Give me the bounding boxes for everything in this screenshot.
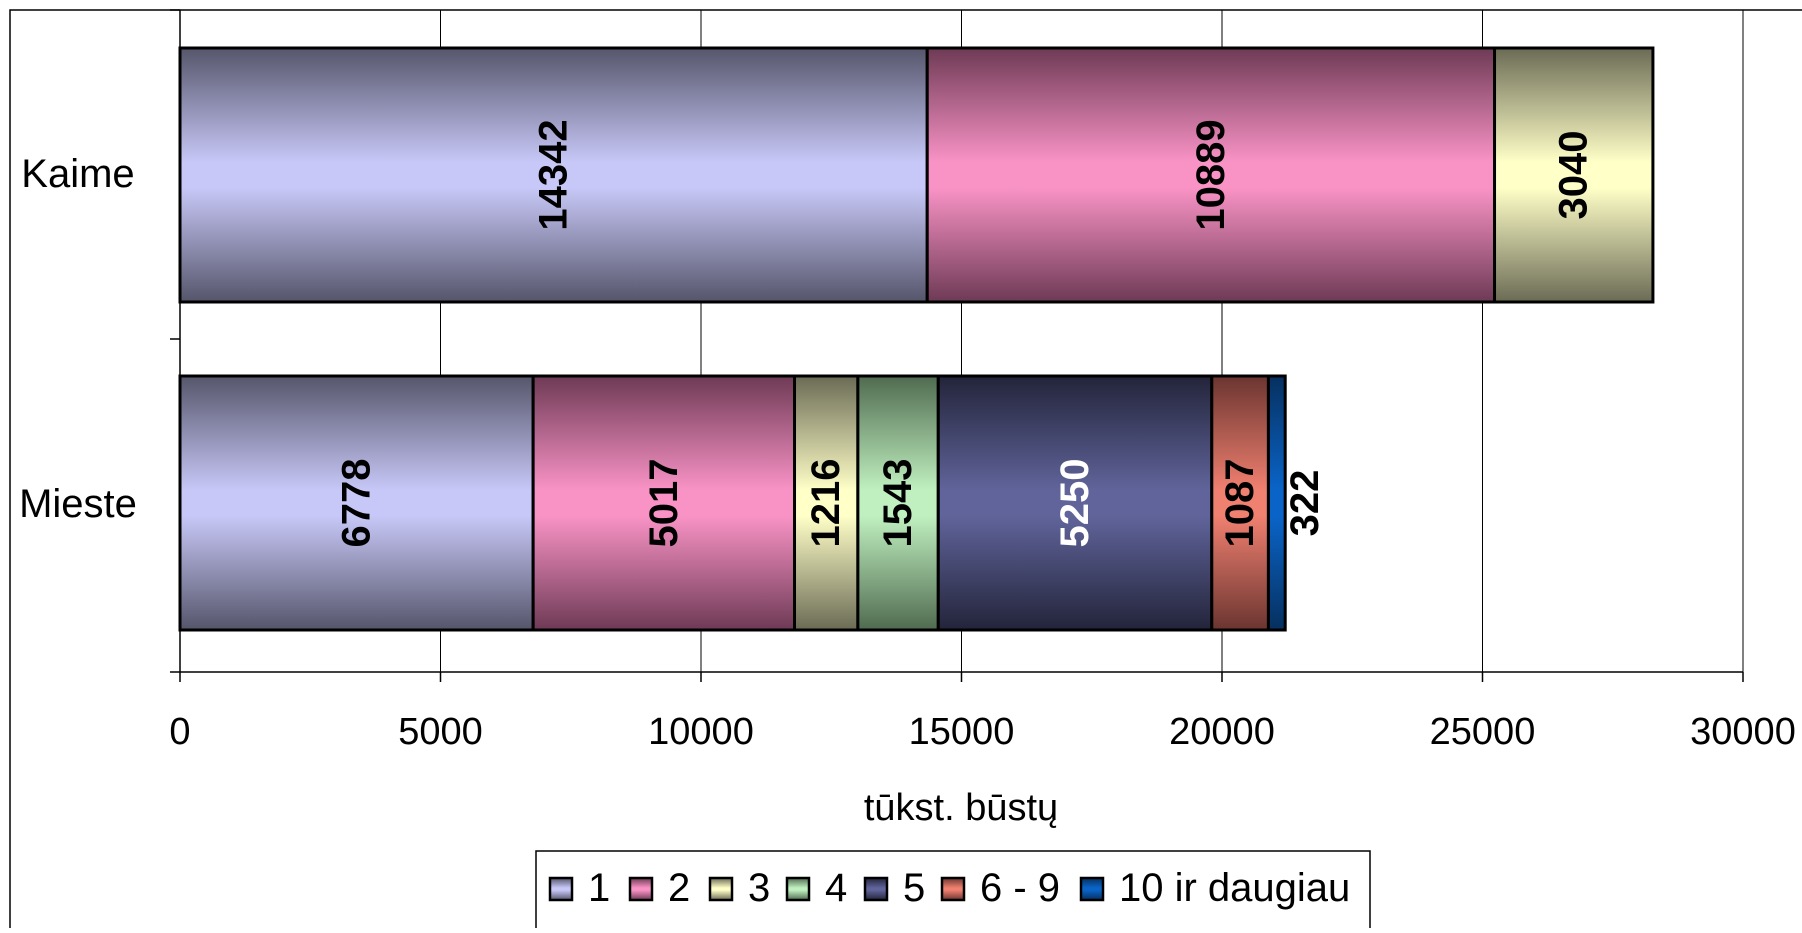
bar-segment bbox=[1493, 46, 1655, 304]
data-label: 3040 bbox=[1552, 131, 1596, 220]
bar-segment bbox=[531, 374, 797, 632]
bar-segment bbox=[936, 374, 1214, 632]
legend-swatch bbox=[863, 876, 889, 902]
x-axis-title: tūkst. būstų bbox=[864, 787, 1058, 829]
data-label: 5250 bbox=[1053, 459, 1097, 548]
legend-label: 6 - 9 bbox=[980, 866, 1060, 910]
data-label: 1216 bbox=[804, 459, 848, 548]
legend-label: 2 bbox=[668, 866, 690, 910]
legend-swatch bbox=[940, 876, 966, 902]
data-label: 6778 bbox=[335, 459, 379, 548]
x-tick-label: 30000 bbox=[1690, 711, 1796, 753]
x-tick-label: 15000 bbox=[909, 711, 1015, 753]
legend-swatch bbox=[1079, 876, 1105, 902]
x-tick-labels: 0 5000 10000 15000 20000 25000 30000 bbox=[169, 711, 1795, 753]
legend-swatch bbox=[548, 876, 574, 902]
bar-segment bbox=[1210, 374, 1270, 632]
legend-swatch bbox=[628, 876, 654, 902]
category-labels: Kaime Mieste bbox=[19, 152, 137, 526]
category-label: Mieste bbox=[19, 482, 137, 526]
bar-segment bbox=[178, 46, 929, 304]
legend-swatch bbox=[785, 876, 811, 902]
legend-label: 3 bbox=[748, 866, 770, 910]
legend-label: 4 bbox=[825, 866, 847, 910]
bars bbox=[178, 46, 1655, 632]
x-tick-label: 20000 bbox=[1169, 711, 1275, 753]
data-label: 1087 bbox=[1218, 459, 1262, 548]
legend-label: 1 bbox=[588, 866, 610, 910]
data-label: 10889 bbox=[1189, 119, 1233, 230]
x-tick-label: 25000 bbox=[1430, 711, 1536, 753]
x-tick-label: 5000 bbox=[398, 711, 483, 753]
x-tick-label: 0 bbox=[169, 711, 190, 753]
bar-segment bbox=[1266, 374, 1287, 632]
bar-segment bbox=[793, 374, 860, 632]
x-tick-label: 10000 bbox=[648, 711, 754, 753]
legend-label: 10 ir daugiau bbox=[1119, 866, 1350, 910]
legend: 1 2 3 4 5 6 - 9 10 ir daugiau bbox=[535, 850, 1371, 932]
legend-label: 5 bbox=[903, 866, 925, 910]
category-label: Kaime bbox=[21, 152, 134, 196]
data-label: 5017 bbox=[642, 459, 686, 548]
bar-segment bbox=[178, 374, 535, 632]
data-label: 1543 bbox=[876, 459, 920, 548]
legend-swatch bbox=[708, 876, 734, 902]
data-label: 14342 bbox=[532, 119, 576, 230]
data-label: 322 bbox=[1283, 470, 1327, 537]
data-labels: 14342 10889 3040 6778 5017 1216 1543 5250 1087 32… bbox=[335, 119, 1596, 547]
